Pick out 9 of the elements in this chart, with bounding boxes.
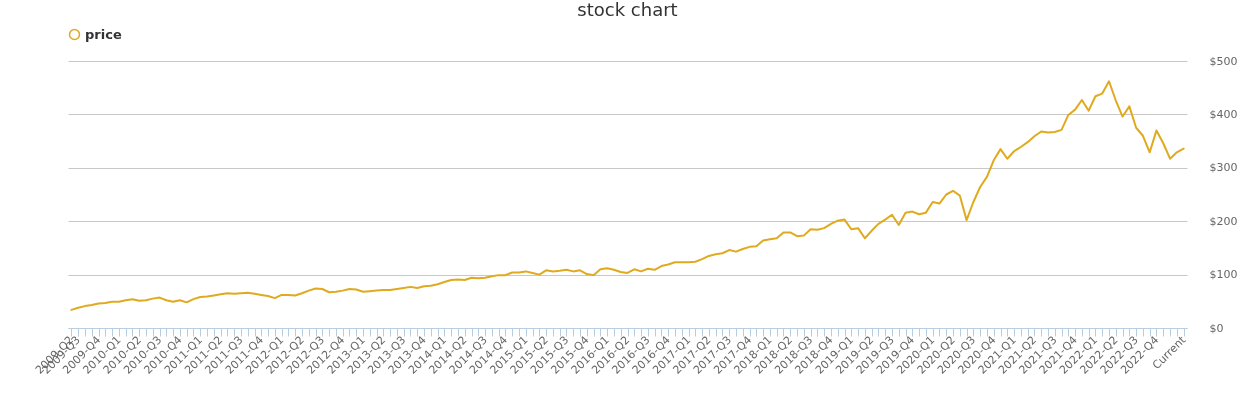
- y-tick-label: $300: [1209, 161, 1238, 175]
- legend-label: price: [85, 26, 122, 42]
- y-tick-label: $0: [1209, 321, 1224, 335]
- y-tick-label: $500: [1209, 54, 1238, 68]
- y-tick-label: $400: [1209, 107, 1238, 121]
- chart-title: stock chart: [577, 0, 678, 20]
- y-tick-label: $200: [1209, 214, 1238, 228]
- line-series: [70, 80, 1185, 311]
- y-tick-label: $100: [1209, 268, 1238, 282]
